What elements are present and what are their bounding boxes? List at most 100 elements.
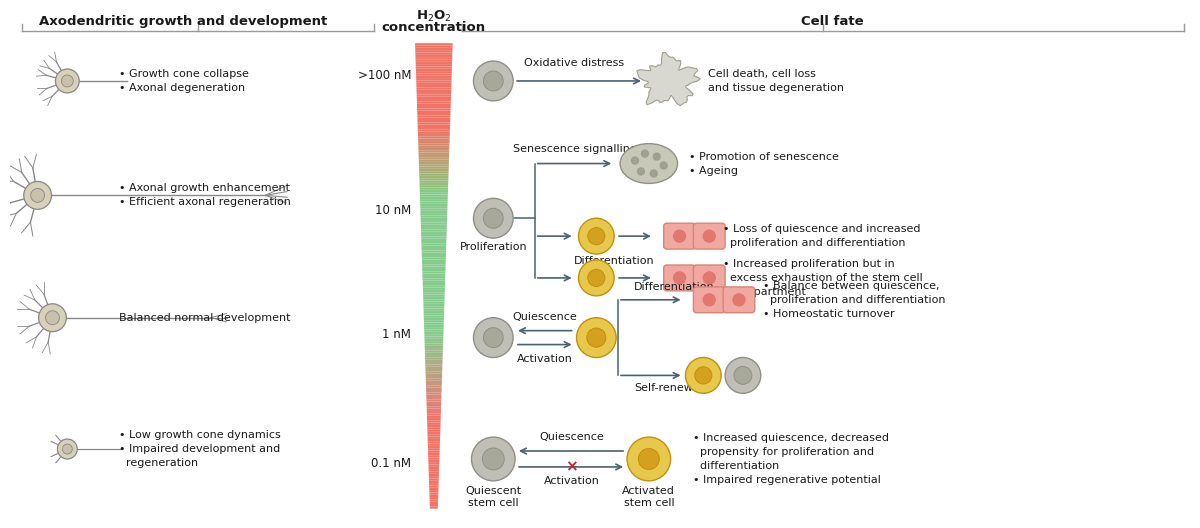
- Polygon shape: [418, 108, 451, 111]
- Polygon shape: [424, 306, 444, 308]
- Polygon shape: [427, 416, 440, 418]
- Polygon shape: [419, 146, 450, 148]
- Polygon shape: [427, 437, 440, 439]
- Text: 1 nM: 1 nM: [383, 328, 412, 341]
- Polygon shape: [424, 301, 444, 304]
- Text: Differentiation: Differentiation: [634, 282, 714, 292]
- Polygon shape: [420, 206, 448, 209]
- Polygon shape: [420, 215, 448, 218]
- Polygon shape: [425, 334, 444, 336]
- Polygon shape: [430, 502, 438, 504]
- Polygon shape: [421, 243, 446, 246]
- Polygon shape: [416, 103, 451, 106]
- Circle shape: [578, 218, 614, 254]
- Polygon shape: [426, 402, 442, 404]
- Polygon shape: [430, 495, 438, 497]
- Polygon shape: [419, 155, 449, 157]
- Circle shape: [484, 328, 503, 347]
- Polygon shape: [422, 271, 445, 274]
- Polygon shape: [421, 227, 446, 229]
- Polygon shape: [430, 497, 438, 499]
- Polygon shape: [422, 283, 445, 285]
- Polygon shape: [420, 209, 448, 211]
- Polygon shape: [419, 169, 449, 171]
- Polygon shape: [415, 55, 452, 57]
- Polygon shape: [425, 351, 443, 353]
- FancyBboxPatch shape: [724, 287, 755, 313]
- Polygon shape: [416, 83, 451, 85]
- Polygon shape: [415, 62, 452, 64]
- Polygon shape: [415, 48, 452, 50]
- Circle shape: [55, 69, 79, 93]
- Ellipse shape: [620, 144, 678, 183]
- Polygon shape: [415, 52, 452, 55]
- Polygon shape: [418, 134, 450, 136]
- Circle shape: [578, 260, 614, 296]
- Circle shape: [588, 269, 605, 287]
- Text: Self-renewal: Self-renewal: [634, 383, 703, 393]
- Polygon shape: [422, 280, 445, 283]
- Polygon shape: [424, 311, 444, 313]
- Polygon shape: [426, 399, 442, 402]
- Polygon shape: [424, 316, 444, 318]
- Polygon shape: [424, 318, 444, 320]
- Polygon shape: [419, 143, 450, 146]
- Polygon shape: [418, 120, 450, 122]
- Polygon shape: [416, 92, 451, 95]
- Polygon shape: [428, 446, 440, 448]
- Text: concentration: concentration: [382, 21, 486, 34]
- Circle shape: [576, 318, 616, 357]
- Polygon shape: [427, 427, 440, 430]
- Polygon shape: [428, 476, 439, 478]
- Polygon shape: [419, 153, 449, 155]
- Circle shape: [474, 199, 514, 238]
- Text: Cell fate: Cell fate: [800, 15, 864, 29]
- Circle shape: [637, 168, 644, 175]
- Polygon shape: [428, 465, 439, 467]
- Polygon shape: [427, 441, 440, 444]
- Polygon shape: [421, 237, 446, 239]
- Text: Oxidative distress: Oxidative distress: [524, 58, 624, 68]
- Polygon shape: [425, 364, 443, 367]
- Circle shape: [38, 304, 66, 332]
- Circle shape: [24, 182, 52, 209]
- Circle shape: [474, 318, 514, 357]
- Polygon shape: [422, 274, 445, 276]
- Circle shape: [484, 71, 503, 91]
- Polygon shape: [419, 157, 449, 159]
- Polygon shape: [421, 250, 446, 253]
- Circle shape: [685, 357, 721, 393]
- Polygon shape: [422, 276, 445, 278]
- Polygon shape: [428, 448, 439, 450]
- Circle shape: [587, 328, 606, 347]
- Polygon shape: [430, 506, 438, 508]
- Polygon shape: [422, 290, 445, 292]
- Polygon shape: [419, 174, 449, 176]
- Text: • Balance between quiescence,
  proliferation and differentiation
• Homeostatic : • Balance between quiescence, proliferat…: [763, 281, 946, 319]
- Circle shape: [660, 162, 667, 169]
- Polygon shape: [421, 241, 446, 243]
- Circle shape: [734, 366, 752, 384]
- Polygon shape: [430, 499, 438, 502]
- Text: • Loss of quiescence and increased
  proliferation and differentiation: • Loss of quiescence and increased proli…: [724, 224, 920, 248]
- Polygon shape: [422, 285, 445, 288]
- Polygon shape: [425, 355, 443, 357]
- Text: • Axonal growth enhancement
• Efficient axonal regeneration: • Axonal growth enhancement • Efficient …: [119, 183, 290, 208]
- Text: Activated
stem cell: Activated stem cell: [623, 486, 676, 508]
- Polygon shape: [416, 90, 451, 92]
- Polygon shape: [424, 297, 444, 299]
- Polygon shape: [426, 369, 443, 371]
- Polygon shape: [430, 493, 438, 495]
- Polygon shape: [421, 234, 446, 237]
- Polygon shape: [424, 323, 444, 325]
- Polygon shape: [637, 52, 701, 106]
- Polygon shape: [420, 199, 448, 202]
- Polygon shape: [418, 129, 450, 131]
- FancyBboxPatch shape: [694, 265, 725, 291]
- Circle shape: [62, 444, 72, 454]
- Polygon shape: [416, 85, 451, 88]
- Polygon shape: [418, 113, 450, 115]
- Polygon shape: [418, 136, 450, 139]
- Polygon shape: [427, 418, 440, 420]
- Polygon shape: [425, 339, 443, 341]
